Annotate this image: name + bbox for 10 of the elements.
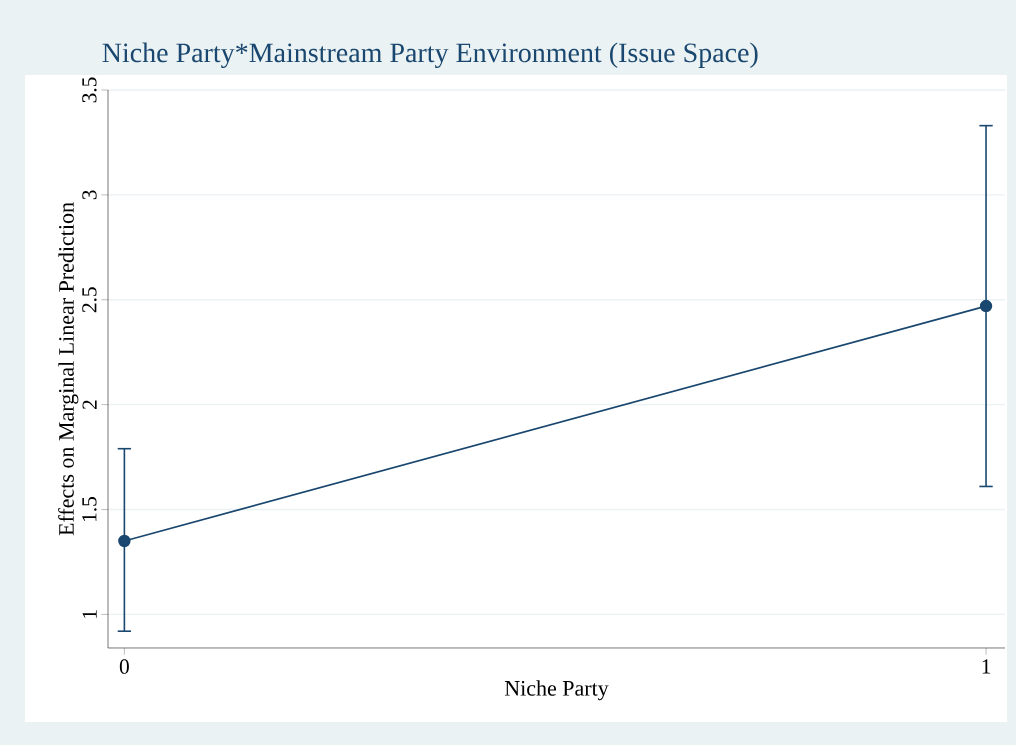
y-axis-title: Effects on Marginal Linear Prediction [58, 202, 79, 536]
chart-title: Niche Party*Mainstream Party Environment (Issue Space) [102, 42, 758, 69]
y-tick-label: 2 [82, 400, 97, 410]
x-tick-label: 0 [119, 659, 129, 674]
y-tick-label: 2.5 [82, 287, 97, 313]
y-tick-label: 3.5 [82, 77, 97, 103]
y-tick-label: 1.5 [82, 497, 97, 521]
y-tick-label: 3 [82, 190, 97, 200]
y-tick-label: 1 [82, 610, 97, 618]
x-axis-title: Niche Party [504, 680, 609, 701]
